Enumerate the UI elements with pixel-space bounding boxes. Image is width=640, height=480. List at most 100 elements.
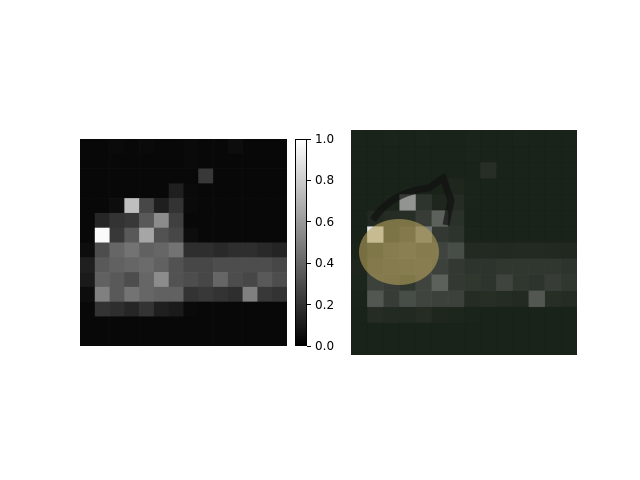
heatmap-cell <box>153 183 170 199</box>
heatmap-cell <box>227 198 243 214</box>
overlay-cell <box>480 322 497 340</box>
overlay-cell <box>496 178 513 195</box>
heatmap-cell <box>168 286 184 302</box>
heatmap-cell <box>94 212 110 229</box>
overlay-cell <box>544 194 562 211</box>
heatmap-cell <box>124 168 140 184</box>
overlay-cell <box>496 258 513 275</box>
heatmap-cell <box>257 331 273 346</box>
overlay-cell <box>431 338 449 355</box>
overlay-cell <box>528 178 546 195</box>
overlay-cell <box>447 242 465 259</box>
heatmap-cell <box>213 316 229 332</box>
overlay-cell <box>560 178 577 195</box>
overlay-cell <box>480 274 497 292</box>
overlay-cell <box>560 306 577 324</box>
heatmap-cell <box>213 301 229 317</box>
overlay-cell <box>464 290 481 308</box>
heatmap-cell <box>183 331 199 346</box>
overlay-cell <box>383 290 400 308</box>
colorbar-tick-label: 0.0 <box>315 339 335 353</box>
heatmap-cell <box>257 272 273 288</box>
overlay-cell <box>496 146 513 163</box>
overlay-cell <box>351 338 368 355</box>
heatmap-cell <box>153 212 170 229</box>
overlay-cell <box>496 242 513 259</box>
overlay-cell <box>431 322 449 340</box>
heatmap-cell <box>124 257 140 273</box>
heatmap-cell <box>242 168 258 184</box>
heatmap-cell <box>139 286 155 302</box>
heatmap-cell <box>109 301 125 317</box>
heatmap-cell <box>242 272 258 288</box>
overlay-cell <box>528 162 546 179</box>
overlay-cell <box>351 194 368 211</box>
heatmap-cell <box>153 301 170 317</box>
overlay-cell <box>544 274 562 292</box>
heatmap-cell <box>198 168 214 184</box>
heatmap-cell <box>109 286 125 302</box>
overlay-cell <box>351 322 368 340</box>
heatmap-cell <box>124 212 140 229</box>
overlay-cell <box>464 274 481 292</box>
heatmap-cell <box>198 301 214 317</box>
overlay-cell <box>464 338 481 355</box>
heatmap-cell <box>183 227 199 243</box>
overlay-cell <box>447 306 465 324</box>
heatmap-cell <box>80 183 96 199</box>
heatmap-cell <box>109 227 125 243</box>
heatmap-cell <box>94 153 110 169</box>
overlay-cell <box>528 274 546 292</box>
heatmap-cell <box>124 272 140 288</box>
overlay-cell <box>399 162 416 179</box>
overlay-cell <box>480 162 497 179</box>
heatmap-cell <box>272 242 287 258</box>
heatmap-cell <box>109 198 125 214</box>
overlay-cell <box>415 146 433 163</box>
heatmap-cell <box>257 257 273 273</box>
overlay-cell <box>447 258 465 275</box>
heatmap-cell <box>272 227 287 243</box>
overlay-cell <box>447 290 465 308</box>
overlay-cell <box>480 130 497 147</box>
overlay-cell <box>447 130 465 147</box>
heatmap-cell <box>80 331 96 346</box>
overlay-cell <box>399 290 416 308</box>
overlay-cell <box>415 162 433 179</box>
overlay-cell <box>512 146 529 163</box>
heatmap-cell <box>94 227 110 243</box>
overlay-cell <box>431 194 449 211</box>
overlay-cell <box>351 210 368 227</box>
colorbar-tick-line <box>307 262 311 264</box>
heatmap-cell <box>242 286 258 302</box>
overlay-cell <box>415 210 433 227</box>
overlay-cell <box>447 338 465 355</box>
heatmap-cell <box>242 301 258 317</box>
heatmap-cell <box>213 272 229 288</box>
heatmap-cell <box>168 242 184 258</box>
heatmap-cell <box>227 301 243 317</box>
heatmap-cell <box>109 316 125 332</box>
heatmap-cell <box>213 242 229 258</box>
heatmap-cell <box>80 227 96 243</box>
heatmap-cell <box>80 168 96 184</box>
heatmap-cell <box>213 168 229 184</box>
overlay-cell <box>399 306 416 324</box>
heatmap-cell <box>139 227 155 243</box>
overlay-cell <box>464 322 481 340</box>
heatmap-cell <box>272 212 287 229</box>
overlay-cell <box>496 290 513 308</box>
heatmap-cell <box>198 272 214 288</box>
overlay-cell <box>367 130 384 147</box>
heatmap-cell <box>80 272 96 288</box>
heatmap-cell <box>183 168 199 184</box>
heatmap-cell <box>183 153 199 169</box>
overlay-cell <box>464 130 481 147</box>
overlay-cell <box>544 210 562 227</box>
overlay-cell <box>464 258 481 275</box>
heatmap-cell <box>213 139 229 155</box>
overlay-cell <box>367 178 384 195</box>
heatmap-cell <box>242 331 258 346</box>
overlay-cell <box>480 146 497 163</box>
heatmap-cell <box>227 272 243 288</box>
